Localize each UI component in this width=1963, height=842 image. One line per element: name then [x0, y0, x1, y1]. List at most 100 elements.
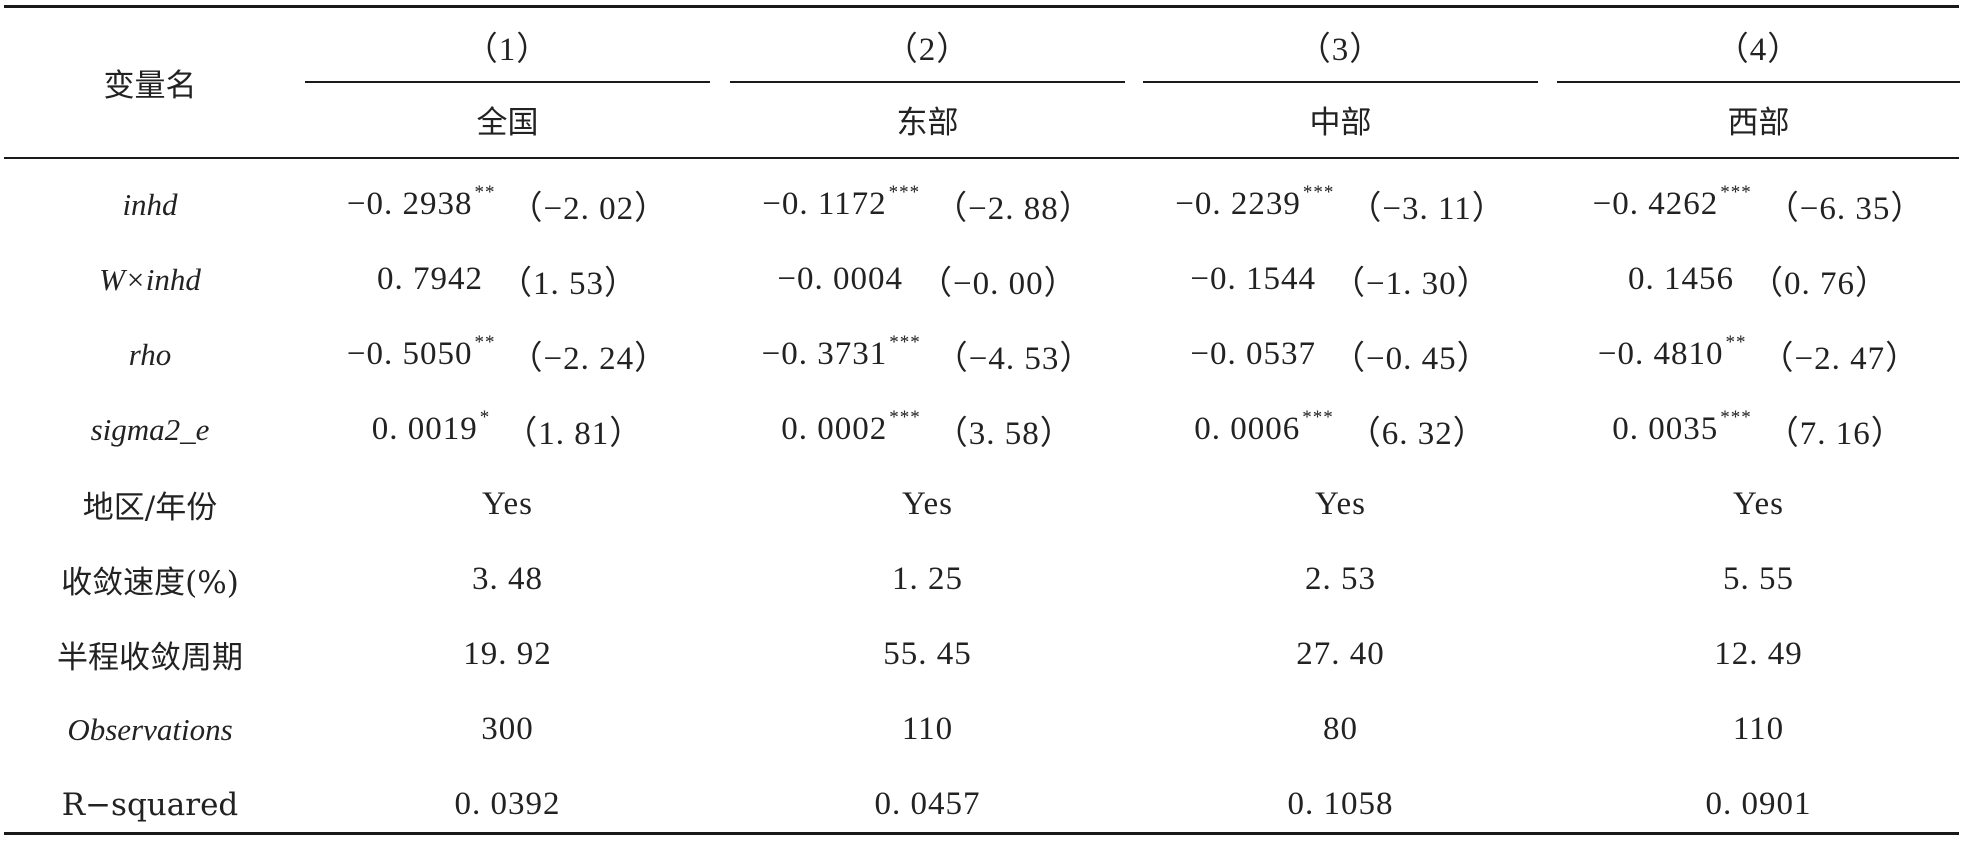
row-label: R−squared: [61, 786, 239, 823]
table-cell: Yes: [1314, 486, 1367, 522]
table-cell: −0. 4810 ** （−2. 47）: [1557, 317, 1960, 392]
t-statistic: （7. 16）: [1765, 415, 1905, 452]
coefficient: −0. 3731: [761, 336, 888, 372]
t-statistic: （6. 32）: [1347, 415, 1487, 452]
table-cell: −0. 1172 *** （−2. 88）: [730, 167, 1125, 242]
column-1-subrule: [305, 81, 710, 83]
table-cell: 0. 7942 （1. 53）: [305, 242, 710, 317]
t-statistic: （1. 53）: [499, 265, 638, 302]
table-cell: −0. 2938 ** （−2. 02）: [305, 167, 710, 242]
significance-stars: ***: [888, 181, 921, 203]
coefficient: 0. 0002: [781, 411, 888, 447]
table-cell: 19. 92: [463, 636, 552, 672]
table-cell: 110: [1732, 711, 1785, 747]
coefficient: −0. 1544: [1190, 261, 1316, 297]
row-label: W×inhd: [99, 261, 201, 297]
t-statistic: （3. 58）: [934, 415, 1074, 452]
significance-stars: ***: [1302, 406, 1334, 428]
table-cell: 0. 0457: [874, 786, 981, 822]
table-cell: 5. 55: [1723, 561, 1794, 597]
t-statistic: （1. 81）: [504, 415, 644, 452]
coefficient: −0. 4262: [1592, 186, 1719, 222]
t-statistic: （−3. 11）: [1348, 190, 1506, 227]
coefficient: 0. 0035: [1612, 411, 1719, 447]
table-cell: 0. 0002 *** （3. 58）: [730, 392, 1125, 467]
table-cell: −0. 0004 （−0. 00）: [730, 242, 1125, 317]
t-statistic: （−1. 30）: [1332, 265, 1491, 302]
significance-stars: ***: [1720, 181, 1752, 203]
t-statistic: （−2. 24）: [509, 340, 669, 377]
table-cell: 0. 0901: [1705, 786, 1812, 822]
coefficient: 0. 0019: [371, 411, 478, 447]
column-4-subrule: [1557, 81, 1960, 83]
table-cell: 0. 1456 （0. 76）: [1557, 242, 1960, 317]
region-header-west: 西部: [1727, 104, 1790, 141]
t-statistic: （−2. 88）: [934, 190, 1093, 227]
table-cell: 110: [901, 711, 954, 747]
t-statistic: （−6. 35）: [1765, 190, 1925, 227]
t-statistic: （−0. 00）: [919, 265, 1078, 302]
t-statistic: （0. 76）: [1750, 265, 1889, 302]
significance-stars: **: [1725, 331, 1747, 353]
table-cell: 0. 0006 *** （6. 32）: [1143, 392, 1538, 467]
region-header-national: 全国: [476, 104, 539, 141]
table-cell: 12. 49: [1714, 636, 1803, 672]
table-cell: Yes: [1732, 486, 1785, 522]
region-header-east: 东部: [896, 104, 959, 141]
table-cell: 0. 0035 *** （7. 16）: [1557, 392, 1960, 467]
header-rule: [4, 157, 1959, 159]
table-cell: 300: [481, 711, 534, 747]
coefficient: −0. 4810: [1597, 336, 1724, 372]
top-rule: [4, 5, 1959, 8]
table-cell: Yes: [901, 486, 954, 522]
significance-stars: **: [474, 181, 496, 203]
table-cell: 27. 40: [1296, 636, 1385, 672]
table-cell: −0. 4262 *** （−6. 35）: [1557, 167, 1960, 242]
significance-stars: ***: [889, 331, 921, 353]
table-cell: −0. 0537 （−0. 45）: [1143, 317, 1538, 392]
variable-name-header: 变量名: [103, 68, 197, 104]
model-number-4: （4）: [1715, 32, 1802, 68]
table-cell: 80: [1323, 711, 1358, 747]
t-statistic: （−4. 53）: [934, 340, 1094, 377]
table-cell: 0. 0392: [454, 786, 561, 822]
coefficient: −0. 2938: [346, 186, 473, 222]
row-label: sigma2_e: [90, 411, 210, 447]
column-2-subrule: [730, 81, 1125, 83]
table-cell: 0. 0019 * （1. 81）: [305, 392, 710, 467]
row-label: inhd: [122, 186, 178, 222]
row-label: Observations: [67, 711, 233, 747]
model-number-2: （2）: [884, 32, 971, 68]
table-cell: 55. 45: [883, 636, 972, 672]
coefficient: 0. 1456: [1628, 261, 1734, 297]
t-statistic: （−2. 02）: [509, 190, 669, 227]
table-cell: 0. 1058: [1287, 786, 1394, 822]
row-label: 收敛速度(%): [61, 565, 239, 601]
significance-stars: ***: [1302, 181, 1335, 203]
coefficient: −0. 0004: [777, 261, 903, 297]
model-number-1: （1）: [464, 32, 551, 68]
table-cell: −0. 1544 （−1. 30）: [1143, 242, 1538, 317]
t-statistic: （−2. 47）: [1760, 340, 1920, 377]
row-label: rho: [128, 336, 172, 372]
coefficient: −0. 0537: [1190, 336, 1316, 372]
table-cell: −0. 5050 ** （−2. 24）: [305, 317, 710, 392]
region-header-central: 中部: [1309, 104, 1372, 141]
coefficient: −0. 2239: [1175, 186, 1301, 222]
table-cell: 1. 25: [892, 561, 963, 597]
coefficient: 0. 0006: [1194, 411, 1301, 447]
row-label: 半程收敛周期: [57, 640, 243, 676]
table-cell: Yes: [481, 486, 534, 522]
table-cell: 2. 53: [1305, 561, 1376, 597]
significance-stars: **: [474, 331, 496, 353]
column-3-subrule: [1143, 81, 1538, 83]
significance-stars: ***: [1720, 406, 1752, 428]
bottom-rule: [4, 832, 1959, 835]
row-label: 地区/年份: [82, 490, 218, 526]
coefficient: 0. 7942: [377, 261, 483, 297]
significance-stars: ***: [889, 406, 921, 428]
significance-stars: *: [479, 406, 491, 428]
t-statistic: （−0. 45）: [1332, 340, 1491, 377]
table-cell: −0. 2239 *** （−3. 11）: [1143, 167, 1538, 242]
coefficient: −0. 1172: [762, 186, 887, 222]
